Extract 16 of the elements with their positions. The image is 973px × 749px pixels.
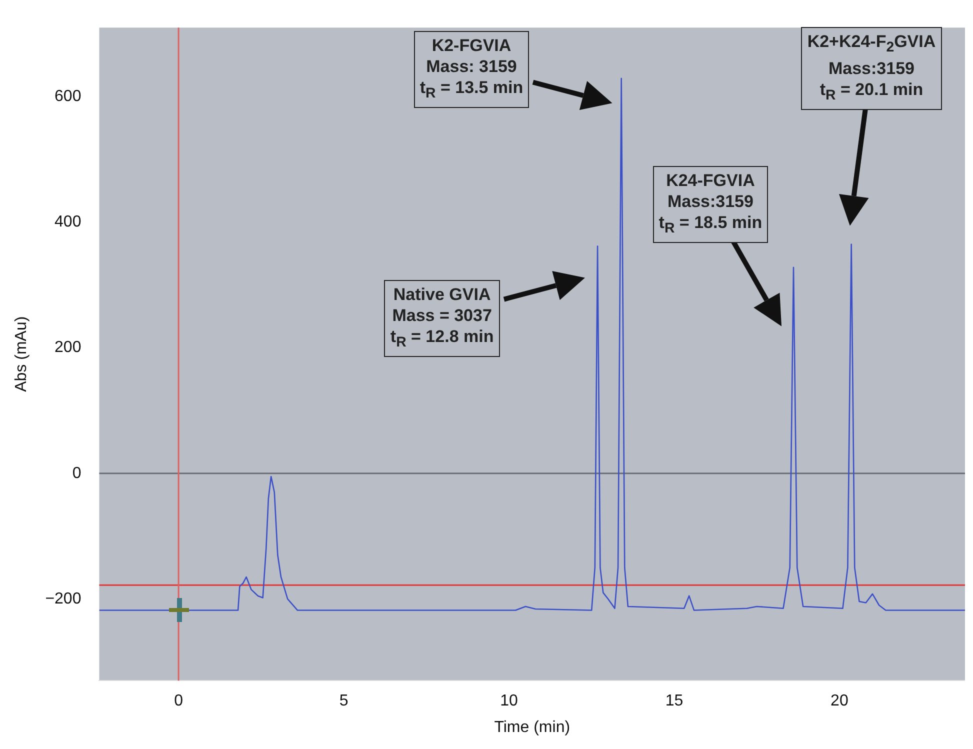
x-axis-title: Time (min) bbox=[494, 718, 570, 736]
x-tick-label: 20 bbox=[830, 692, 848, 710]
x-tick-label: 10 bbox=[500, 692, 518, 710]
x-tick-label: 5 bbox=[339, 692, 348, 710]
annotation: K24-FGVIA Mass:3159 t$_{R}$ = 18.5 min bbox=[658, 170, 764, 238]
y-tick-label: −200 bbox=[45, 590, 82, 608]
y-tick-label: 600 bbox=[54, 88, 82, 106]
y-tick-label: 0 bbox=[72, 464, 82, 482]
x-tick-label: 15 bbox=[665, 692, 684, 710]
y-tick-label: 400 bbox=[54, 214, 82, 231]
y-axis-title: Abs (mAu) bbox=[13, 316, 30, 392]
annotation: K2+K24-F$_{2}$GVIA Mass:3159 t$_{R}$ = 20.1 min bbox=[806, 30, 937, 106]
x-tick-label: 0 bbox=[174, 692, 184, 710]
annotation: Native GVIA Mass = 3037 t$_{R}$ = 12.8 min bbox=[389, 284, 495, 352]
annotation: K2-FGVIA Mass: 3159 t$_{R}$ = 13.5 min bbox=[418, 34, 524, 104]
y-tick-label: 200 bbox=[54, 339, 82, 356]
